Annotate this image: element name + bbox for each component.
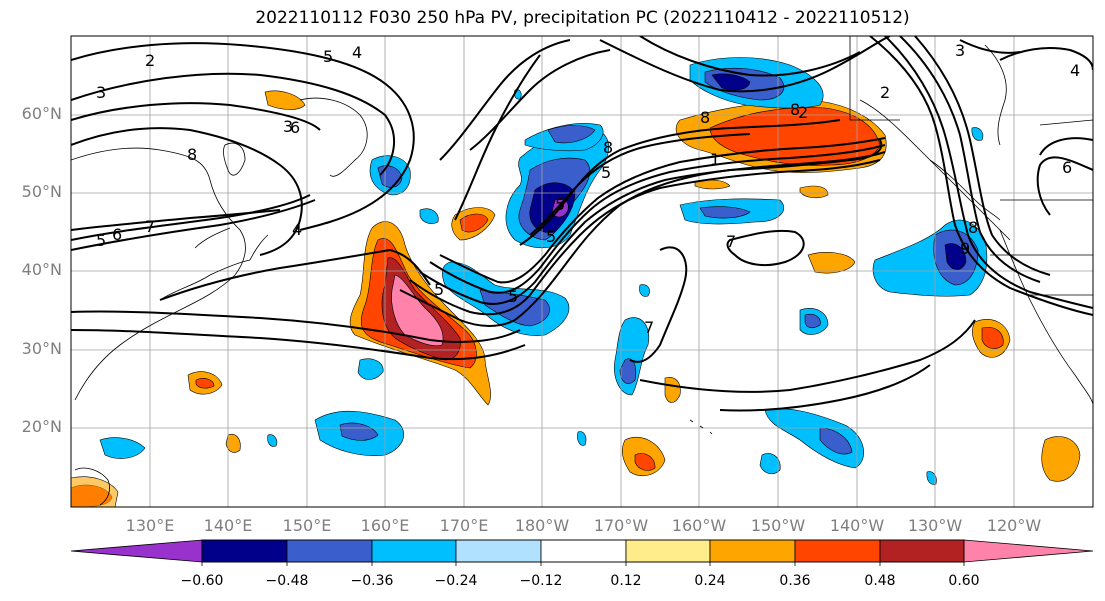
- contour-label: 2: [145, 51, 155, 70]
- colorbar-segment: [709, 539, 796, 563]
- lat-label: 60°N: [21, 104, 62, 123]
- pv-contours: [71, 36, 1093, 412]
- lon-label: 140°W: [829, 516, 885, 535]
- contour-label: 5: [96, 231, 106, 250]
- lon-label: 160°W: [671, 516, 727, 535]
- contour-label: 6: [1062, 158, 1072, 177]
- colorbar-segment: [794, 539, 881, 563]
- contour-label: 2: [798, 103, 808, 122]
- lon-label: 150°E: [282, 516, 332, 535]
- lon-label: 170°W: [593, 516, 649, 535]
- lat-label: 20°N: [21, 417, 62, 436]
- contour-label: 4: [1070, 61, 1080, 80]
- contour-label: 8: [700, 108, 710, 127]
- lon-label: 150°W: [750, 516, 806, 535]
- contour-label: 9: [960, 239, 970, 258]
- contour-label: 5: [601, 163, 611, 182]
- contour-label: 7: [644, 318, 654, 337]
- colorbar-tick-label: −0.60: [180, 573, 224, 589]
- lon-label: 120°W: [986, 516, 1042, 535]
- contour-label: 3: [955, 41, 965, 60]
- colorbar-tick-label: −0.36: [350, 573, 394, 589]
- colorbar-tick-label: −0.24: [434, 573, 478, 589]
- contour-label: 5: [508, 287, 518, 306]
- colorbar-tick-label: 0.12: [610, 573, 642, 589]
- contour-labels: 2 3 5 4 3 2 8 7 5 6 5 4 8 5 5 5 8 7 1 2 …: [96, 41, 1080, 337]
- contour-label: 5: [546, 227, 556, 246]
- colorbar-segment: [286, 539, 373, 563]
- colorbar-segment: [879, 539, 965, 563]
- lat-label: 50°N: [21, 182, 62, 201]
- contour-label: 8: [968, 218, 978, 237]
- contour-label: 8: [790, 100, 800, 119]
- lon-label: 180°W: [514, 516, 570, 535]
- contour-label: 6: [112, 225, 122, 244]
- colorbar-tick-label: −0.48: [265, 573, 309, 589]
- contour-label: 4: [352, 43, 362, 62]
- colorbar: [70, 539, 1094, 566]
- colorbar-segment: [201, 539, 288, 563]
- colorbar-segment: [371, 539, 457, 563]
- contour-label: 6: [290, 118, 300, 137]
- lon-label: 160°E: [360, 516, 410, 535]
- colorbar-segment: [625, 539, 711, 563]
- lon-label: 130°W: [907, 516, 963, 535]
- lat-label: 30°N: [21, 339, 62, 358]
- figure-title: 2022110112 F030 250 hPa PV, precipitatio…: [255, 8, 910, 28]
- contour-label: 5: [434, 280, 444, 299]
- colorbar-segment: [540, 539, 627, 563]
- map-frame: [70, 35, 1094, 508]
- contour-label: 3: [96, 83, 106, 102]
- contour-label: 5: [323, 47, 333, 66]
- colorbar-tick-label: 0.36: [779, 573, 811, 589]
- colorbar-extend-min: [70, 539, 203, 563]
- contour-label: 7: [145, 217, 155, 236]
- colorbar-tick-label: 0.60: [948, 573, 980, 589]
- colorbar-extend-max: [963, 539, 1094, 563]
- contour-label: 3: [283, 117, 293, 136]
- contour-label: 8: [187, 145, 197, 164]
- contour-label: 7: [726, 232, 736, 251]
- lat-label: 40°N: [21, 260, 62, 279]
- contour-label: 1: [710, 150, 720, 169]
- colorbar-tick-label: 0.48: [864, 573, 896, 589]
- colorbar-segment: [455, 539, 542, 563]
- contour-label: 5: [555, 195, 565, 214]
- lon-label: 140°E: [203, 516, 253, 535]
- contour-label: 2: [880, 83, 890, 102]
- lon-label: 130°E: [125, 516, 175, 535]
- contour-label: 4: [292, 220, 302, 239]
- colorbar-tick-label: −0.12: [519, 573, 563, 589]
- colorbar-tick-label: 0.24: [694, 573, 726, 589]
- lon-label: 170°E: [439, 516, 489, 535]
- contour-label: 8: [603, 138, 613, 157]
